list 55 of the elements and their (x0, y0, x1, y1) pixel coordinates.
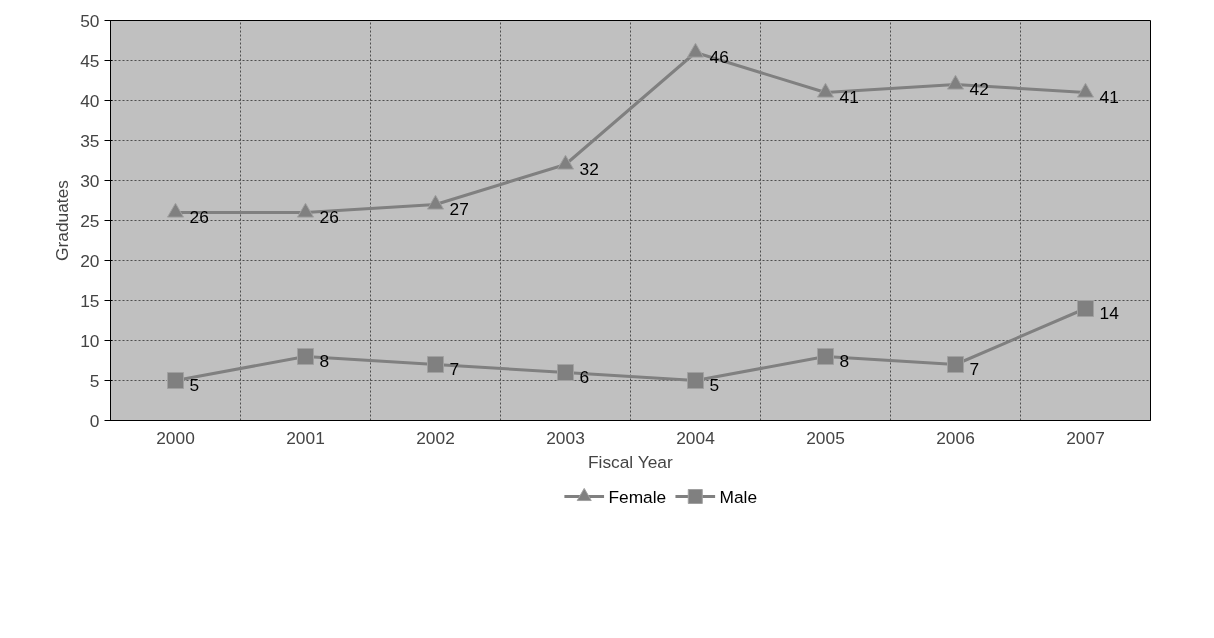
y-tick-label: 0 (89, 410, 100, 431)
x-tick-label: 2003 (546, 427, 585, 448)
data-label: 41 (1099, 86, 1119, 107)
y-tick-label: 30 (80, 170, 100, 191)
data-label: 6 (579, 366, 590, 387)
legend-label: Female (608, 486, 667, 507)
x-axis-title: Fiscal Year (587, 451, 673, 472)
data-label: 5 (709, 374, 720, 395)
y-tick-label: 25 (80, 210, 100, 231)
point (557, 364, 574, 381)
y-tick-label: 20 (80, 250, 100, 271)
point (1077, 300, 1094, 317)
point (817, 348, 834, 365)
data-label: 7 (449, 358, 460, 379)
x-tick-label: 2005 (806, 427, 845, 448)
data-label: 14 (1099, 302, 1120, 323)
point (947, 356, 964, 373)
point (297, 202, 314, 218)
data-label: 42 (969, 78, 989, 99)
point (427, 356, 444, 373)
data-label: 8 (319, 350, 330, 371)
point (557, 154, 574, 170)
point (297, 348, 314, 365)
point (167, 202, 184, 218)
y-tick-label: 45 (80, 50, 100, 71)
y-tick-label: 35 (80, 130, 100, 151)
x-tick-label: 2006 (936, 427, 975, 448)
point (427, 194, 444, 210)
data-label: 41 (839, 86, 859, 107)
y-axis-title: Graduates (52, 179, 73, 261)
x-tick-label: 2007 (1066, 427, 1105, 448)
point (687, 372, 704, 389)
point (947, 74, 964, 90)
data-label: 26 (319, 206, 339, 227)
point (817, 82, 834, 98)
y-tick-label: 50 (80, 10, 100, 31)
y-tick-label: 10 (80, 330, 100, 351)
data-label: 8 (839, 350, 850, 371)
y-tick-label: 15 (80, 290, 100, 311)
x-tick-label: 2001 (286, 427, 325, 448)
data-label: 7 (969, 358, 980, 379)
data-label: 27 (449, 198, 469, 219)
x-tick-label: 2004 (676, 427, 716, 448)
point (167, 372, 184, 389)
x-tick-label: 2002 (416, 427, 455, 448)
data-label: 5 (189, 374, 200, 395)
y-tick-label: 5 (89, 370, 100, 391)
data-label: 46 (709, 46, 729, 67)
data-label: 32 (579, 158, 599, 179)
x-tick-label: 2000 (156, 427, 195, 448)
data-label: 26 (189, 206, 209, 227)
point (1077, 82, 1094, 98)
point (687, 42, 704, 58)
legend-label: Male (719, 486, 758, 507)
y-tick-label: 40 (80, 90, 100, 111)
